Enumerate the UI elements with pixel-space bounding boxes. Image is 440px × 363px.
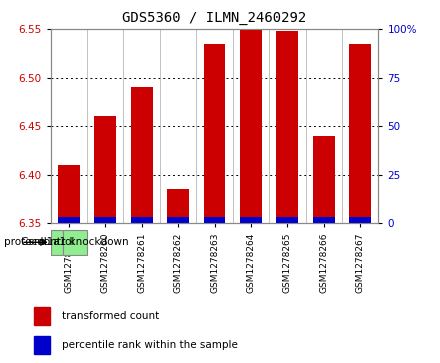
Bar bbox=[58, 165, 80, 223]
Bar bbox=[276, 217, 298, 223]
Bar bbox=[34, 336, 50, 354]
Text: percentile rank within the sample: percentile rank within the sample bbox=[62, 340, 238, 350]
Bar bbox=[313, 217, 335, 223]
Bar bbox=[94, 217, 116, 223]
Bar bbox=[276, 31, 298, 223]
Bar bbox=[167, 189, 189, 223]
Text: Csnk1a1 knockdown: Csnk1a1 knockdown bbox=[21, 237, 128, 247]
Text: transformed count: transformed count bbox=[62, 311, 159, 321]
Bar bbox=[349, 217, 371, 223]
Bar bbox=[349, 44, 371, 223]
Bar bbox=[204, 44, 225, 223]
Bar bbox=[94, 117, 116, 223]
Bar bbox=[240, 217, 262, 223]
Bar bbox=[313, 136, 335, 223]
Bar bbox=[131, 87, 153, 223]
Bar bbox=[204, 217, 225, 223]
Bar bbox=[167, 217, 189, 223]
FancyBboxPatch shape bbox=[63, 230, 87, 254]
FancyBboxPatch shape bbox=[51, 230, 63, 254]
Text: protocol: protocol bbox=[4, 237, 47, 248]
Bar bbox=[34, 307, 50, 325]
Bar bbox=[58, 217, 80, 223]
Bar bbox=[131, 217, 153, 223]
Bar bbox=[240, 29, 262, 223]
Title: GDS5360 / ILMN_2460292: GDS5360 / ILMN_2460292 bbox=[122, 11, 307, 25]
Text: control: control bbox=[38, 237, 75, 247]
